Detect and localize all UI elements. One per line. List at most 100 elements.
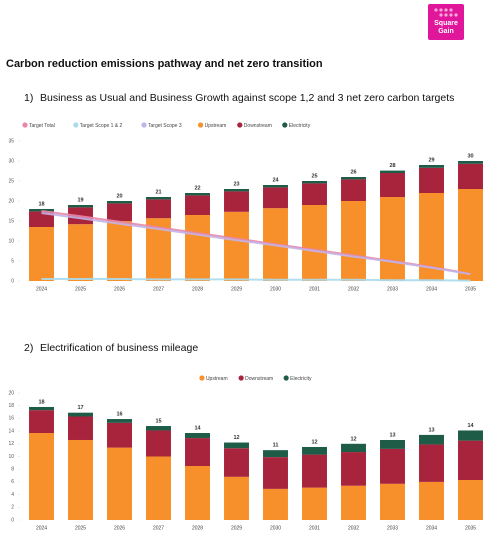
bar-segment [224, 442, 249, 449]
bar-segment [341, 201, 366, 281]
y-tick-label: 0 [11, 278, 14, 284]
legend-label: Target Scope 3 [148, 123, 182, 129]
x-tick-label: 2035 [465, 286, 476, 292]
logo-text: Gain [438, 28, 454, 35]
legend-label: Electricity [290, 376, 312, 382]
total-label: 19 [77, 197, 83, 203]
bar-segment [341, 179, 366, 201]
legend-label: Target Scope 1 & 2 [80, 123, 123, 129]
legend-marker [238, 375, 244, 381]
total-label: 23 [233, 181, 239, 187]
legend-label: Downstream [245, 376, 273, 382]
y-tick-label: 35 [8, 138, 14, 144]
bar-segment [224, 191, 249, 212]
bar-segment [458, 189, 483, 281]
bar-segment [146, 197, 171, 200]
bar-segment [341, 485, 366, 520]
item-number: 1) [24, 92, 34, 104]
x-tick-label: 2026 [114, 525, 125, 531]
bar-segment [302, 181, 327, 184]
bar-segment [380, 439, 405, 449]
bar-segment [224, 476, 249, 520]
bar-segment [380, 197, 405, 281]
bar-segment [185, 438, 210, 467]
total-label: 21 [155, 189, 161, 195]
total-label: 25 [311, 173, 317, 179]
bar-segment [419, 167, 444, 193]
y-tick-label: 20 [8, 390, 14, 396]
bar-segment [458, 479, 483, 520]
x-tick-label: 2032 [348, 286, 359, 292]
bar-segment [263, 187, 288, 209]
bar-segment [185, 433, 210, 439]
bar-segment [380, 448, 405, 484]
x-tick-label: 2025 [75, 525, 86, 531]
bar-segment [29, 406, 54, 411]
bar-segment [263, 488, 288, 520]
y-tick-label: 10 [8, 238, 14, 244]
y-tick-label: 2 [11, 505, 14, 511]
x-tick-label: 2027 [153, 286, 164, 292]
x-tick-label: 2028 [192, 286, 203, 292]
x-tick-label: 2034 [426, 525, 437, 531]
bar-segment [107, 419, 132, 423]
bar-segment [146, 426, 171, 431]
bar-segment [68, 412, 93, 417]
y-tick-label: 25 [8, 178, 14, 184]
total-label: 22 [194, 185, 200, 191]
total-label: 20 [116, 193, 122, 199]
bar-segment [29, 410, 54, 434]
item-text: Electrification of business mileage [40, 342, 199, 354]
bar-segment [224, 211, 249, 281]
legend-marker [199, 375, 205, 381]
bar-segment [458, 440, 483, 480]
bar-segment [302, 487, 327, 520]
bar-segment [185, 193, 210, 196]
y-tick-label: 6 [11, 479, 14, 485]
legend-marker [198, 122, 204, 128]
x-tick-label: 2035 [465, 525, 476, 531]
legend-marker [22, 122, 28, 128]
x-tick-label: 2029 [231, 286, 242, 292]
total-label: 15 [155, 418, 161, 424]
bar-segment [107, 221, 132, 281]
bar-segment [341, 452, 366, 486]
x-tick-label: 2030 [270, 286, 281, 292]
bar-segment [263, 450, 288, 458]
x-tick-label: 2033 [387, 286, 398, 292]
x-tick-label: 2029 [231, 525, 242, 531]
legend-label: Target Total [29, 123, 55, 129]
total-label: 11 [273, 443, 279, 449]
bar-segment [224, 189, 249, 192]
legend-label: Upstream [205, 123, 227, 129]
bar-segment [380, 173, 405, 197]
x-tick-label: 2028 [192, 525, 203, 531]
bar-segment [341, 443, 366, 453]
y-tick-label: 5 [11, 258, 14, 264]
x-tick-label: 2031 [309, 286, 320, 292]
bar-segment [224, 448, 249, 477]
legend-label: Downstream [244, 123, 272, 129]
total-label: 17 [77, 405, 83, 411]
bar-segment [107, 201, 132, 204]
bar-segment [380, 170, 405, 173]
bar-segment [302, 446, 327, 455]
total-label: 30 [467, 153, 473, 159]
y-tick-label: 4 [11, 492, 14, 498]
bar-segment [146, 199, 171, 219]
x-tick-label: 2025 [75, 286, 86, 292]
bar-segment [341, 177, 366, 180]
x-tick-label: 2034 [426, 286, 437, 292]
total-label: 13 [389, 432, 395, 438]
bar-segment [107, 447, 132, 520]
bar-segment [185, 195, 210, 215]
bar-segment [419, 481, 444, 520]
y-tick-label: 18 [8, 403, 14, 409]
y-tick-label: 10 [8, 454, 14, 460]
legend-marker [282, 122, 288, 128]
bar-segment [68, 416, 93, 440]
bar-segment [458, 163, 483, 189]
x-tick-label: 2030 [270, 525, 281, 531]
bar-segment [68, 224, 93, 281]
